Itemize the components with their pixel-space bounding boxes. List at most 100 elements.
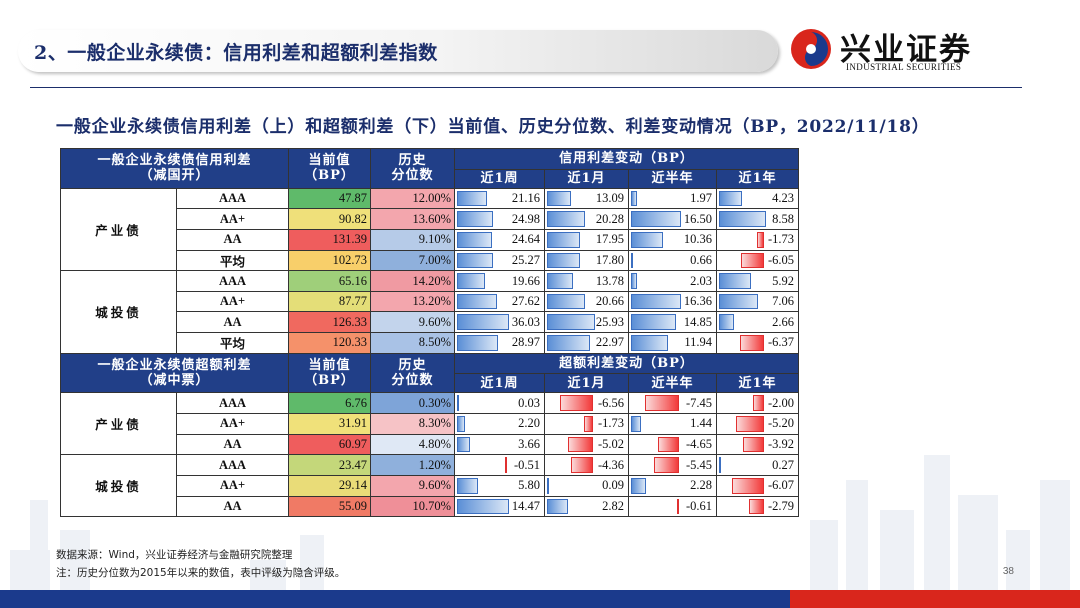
change-cell: 21.16 (454, 187, 545, 210)
current-value-cell: 31.91 (288, 413, 371, 435)
header-change-group: 超额利差变动（BP） (454, 352, 799, 375)
percentile-cell: 14.20% (370, 270, 455, 292)
change-cell: -1.73 (544, 413, 629, 435)
percentile-cell: 4.80% (370, 433, 455, 456)
change-value: 3.66 (518, 437, 540, 451)
change-bar (631, 231, 663, 248)
change-cell: 28.97 (454, 332, 545, 354)
change-cell: 20.28 (544, 208, 629, 230)
spread-table: 一般企业永续债信用利差 （减国开） 当前值 （BP） 历史 分位数 信用利差变动（BP… (60, 148, 799, 518)
rating-cell: AA+ (176, 208, 289, 230)
change-cell: 14.85 (628, 311, 717, 334)
change-bar (743, 436, 764, 453)
change-bar (749, 498, 764, 515)
change-bar (504, 457, 507, 473)
change-cell: -2.00 (716, 392, 799, 415)
percentile-cell: 0.30% (370, 392, 455, 415)
change-value: 20.28 (595, 211, 624, 226)
change-value: 2.20 (518, 416, 540, 431)
change-cell: 0.27 (716, 454, 799, 476)
current-value-cell: 120.33 (288, 332, 371, 354)
bond-type-label: 城投债 (60, 454, 177, 518)
title-banner (18, 30, 778, 72)
change-bar (571, 457, 594, 473)
change-value: -1.73 (767, 232, 794, 247)
change-bar (457, 335, 499, 351)
change-value: -0.61 (685, 498, 712, 513)
change-cell: 20.66 (544, 290, 629, 313)
header-percentile: 历史 分位数 (370, 148, 455, 189)
change-cell: 2.03 (628, 270, 717, 292)
change-cell: -6.05 (716, 249, 799, 272)
current-value-cell: 131.39 (288, 228, 371, 251)
change-bar (547, 252, 581, 269)
change-cell: 8.58 (716, 208, 799, 230)
change-value: 24.98 (511, 211, 540, 226)
change-cell: -1.73 (716, 228, 799, 251)
change-bar (457, 436, 471, 453)
header-divider (30, 87, 1022, 88)
rating-cell: 平均 (176, 249, 289, 272)
percentile-cell: 1.20% (370, 454, 455, 476)
rating-cell: AAA (176, 270, 289, 292)
current-value-cell: 29.14 (288, 474, 371, 497)
company-logo: 兴业证券 INDUSTRIAL SECURITIES (790, 24, 1010, 80)
change-bar (631, 293, 682, 310)
percentile-cell: 10.70% (370, 495, 455, 518)
change-cell: 1.97 (628, 187, 717, 210)
change-cell: 10.36 (628, 228, 717, 251)
change-cell: -2.79 (716, 495, 799, 518)
table-row: AA+ 29.14 9.60% 5.80 0.09 2.28 -6.07 (61, 474, 799, 497)
change-bar (547, 293, 586, 310)
header-current: 当前值 （BP） (288, 352, 371, 394)
change-bar (547, 314, 596, 331)
change-cell: 2.28 (628, 474, 717, 497)
change-cell: 4.23 (716, 187, 799, 210)
change-cell: 2.20 (454, 413, 545, 435)
change-value: 27.62 (511, 294, 540, 309)
bottom-bar-red (790, 590, 1080, 608)
change-value: 28.97 (511, 335, 540, 350)
change-value: -3.92 (767, 437, 794, 451)
change-value: 1.44 (690, 416, 712, 431)
change-bar (631, 252, 633, 269)
change-value: 2.03 (690, 273, 712, 288)
change-bar (457, 190, 488, 207)
change-bar (457, 211, 493, 227)
page-title: 2、一般企业永续债：信用利差和超额利差指数 (34, 42, 438, 64)
percentile-cell: 9.60% (370, 474, 455, 497)
change-cell: 14.47 (454, 495, 545, 518)
header-spread-name: 一般企业永续债超额利差 （减中票） (60, 352, 289, 394)
change-value: -5.02 (597, 437, 624, 451)
change-cell: 3.66 (454, 433, 545, 456)
current-value-cell: 87.77 (288, 290, 371, 313)
current-value-cell: 6.76 (288, 392, 371, 415)
change-value: -6.37 (767, 335, 794, 350)
table-row: AA+ 87.77 13.20% 27.62 20.66 16.36 7.06 (61, 290, 799, 313)
change-value: 0.27 (772, 457, 794, 472)
percentile-cell: 8.30% (370, 413, 455, 435)
table-row: 城投债 AAA 65.16 14.20% 19.66 13.78 2.03 5.92 (60, 270, 799, 354)
change-value: 16.36 (683, 294, 712, 309)
current-value-cell: 47.87 (288, 187, 371, 210)
table-row: AA+ 90.82 13.60% 24.98 20.28 16.50 8.58 (61, 208, 799, 230)
change-cell: -7.45 (628, 392, 717, 415)
change-value: -4.65 (685, 437, 712, 451)
change-bar (757, 231, 764, 248)
change-cell: -0.51 (454, 454, 545, 476)
rating-cell: AA+ (176, 290, 289, 313)
change-bar (457, 231, 493, 248)
table-row: AA 131.39 9.10% 24.64 17.95 10.36 -1.73 (61, 228, 799, 251)
change-value: 5.80 (518, 478, 540, 493)
change-value: 5.92 (772, 273, 794, 288)
change-cell: -6.07 (716, 474, 799, 497)
change-value: 16.50 (683, 211, 712, 226)
change-value: -5.20 (767, 416, 794, 431)
change-bar (559, 395, 594, 412)
change-cell: 25.27 (454, 249, 545, 272)
change-cell: -5.20 (716, 413, 799, 435)
change-bar (457, 395, 459, 412)
header-current: 当前值 （BP） (288, 148, 371, 189)
percentile-cell: 12.00% (370, 187, 455, 210)
footnote: 注：历史分位数为2015年以来的数值，表中评级为隐含评级。 (56, 567, 346, 579)
